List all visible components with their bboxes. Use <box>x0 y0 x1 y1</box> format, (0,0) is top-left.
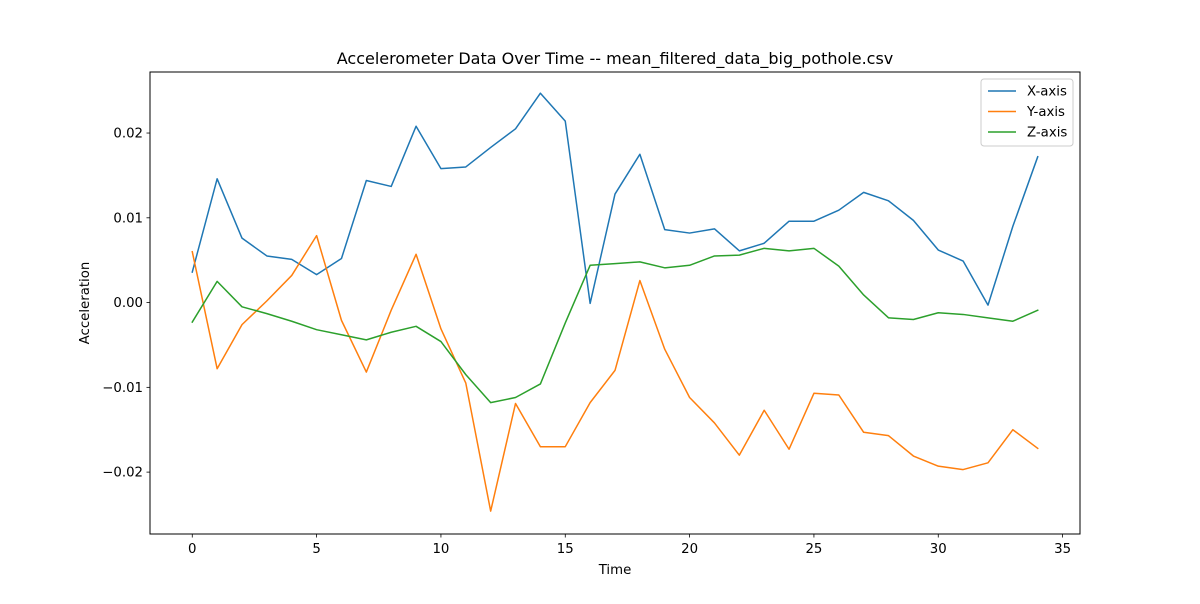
x-tick-label: 10 <box>432 542 449 557</box>
legend-label: X-axis <box>1027 85 1067 100</box>
x-axis-ticks: 0 5 10 15 20 25 30 35 <box>188 534 1071 557</box>
y-tick-label: 0.02 <box>113 127 143 142</box>
legend-label: Z-axis <box>1027 126 1067 141</box>
series-line-z-axis <box>191 247 1039 404</box>
x-tick-label: 35 <box>1054 542 1071 557</box>
legend-entries: X-axis Y-axis Z-axis <box>988 85 1067 141</box>
legend-box <box>980 78 1074 147</box>
y-axis-ticks: −0.02 −0.01 0.00 0.01 0.02 <box>102 127 150 481</box>
chart-title: Accelerometer Data Over Time -- mean_fil… <box>337 49 894 69</box>
y-tick-label: 0.00 <box>113 296 143 311</box>
x-tick-label: 0 <box>188 542 196 557</box>
y-tick-label: 0.01 <box>113 211 143 226</box>
y-tick-label: −0.02 <box>102 466 143 481</box>
legend-label: Y-axis <box>1026 105 1065 120</box>
x-tick-label: 30 <box>930 542 947 557</box>
x-tick-label: 20 <box>681 542 698 557</box>
plot-frame <box>149 71 1081 535</box>
x-tick-label: 5 <box>312 542 320 557</box>
plot-lines <box>191 92 1039 512</box>
x-axis-label: Time <box>598 563 632 578</box>
y-tick-label: −0.01 <box>102 381 143 396</box>
legend: X-axis Y-axis Z-axis <box>980 78 1074 147</box>
series-line-y-axis <box>191 234 1039 512</box>
x-tick-label: 15 <box>557 542 574 557</box>
y-axis-label: Acceleration <box>78 262 93 345</box>
x-tick-label: 25 <box>805 542 822 557</box>
series-line-x-axis <box>191 92 1039 306</box>
